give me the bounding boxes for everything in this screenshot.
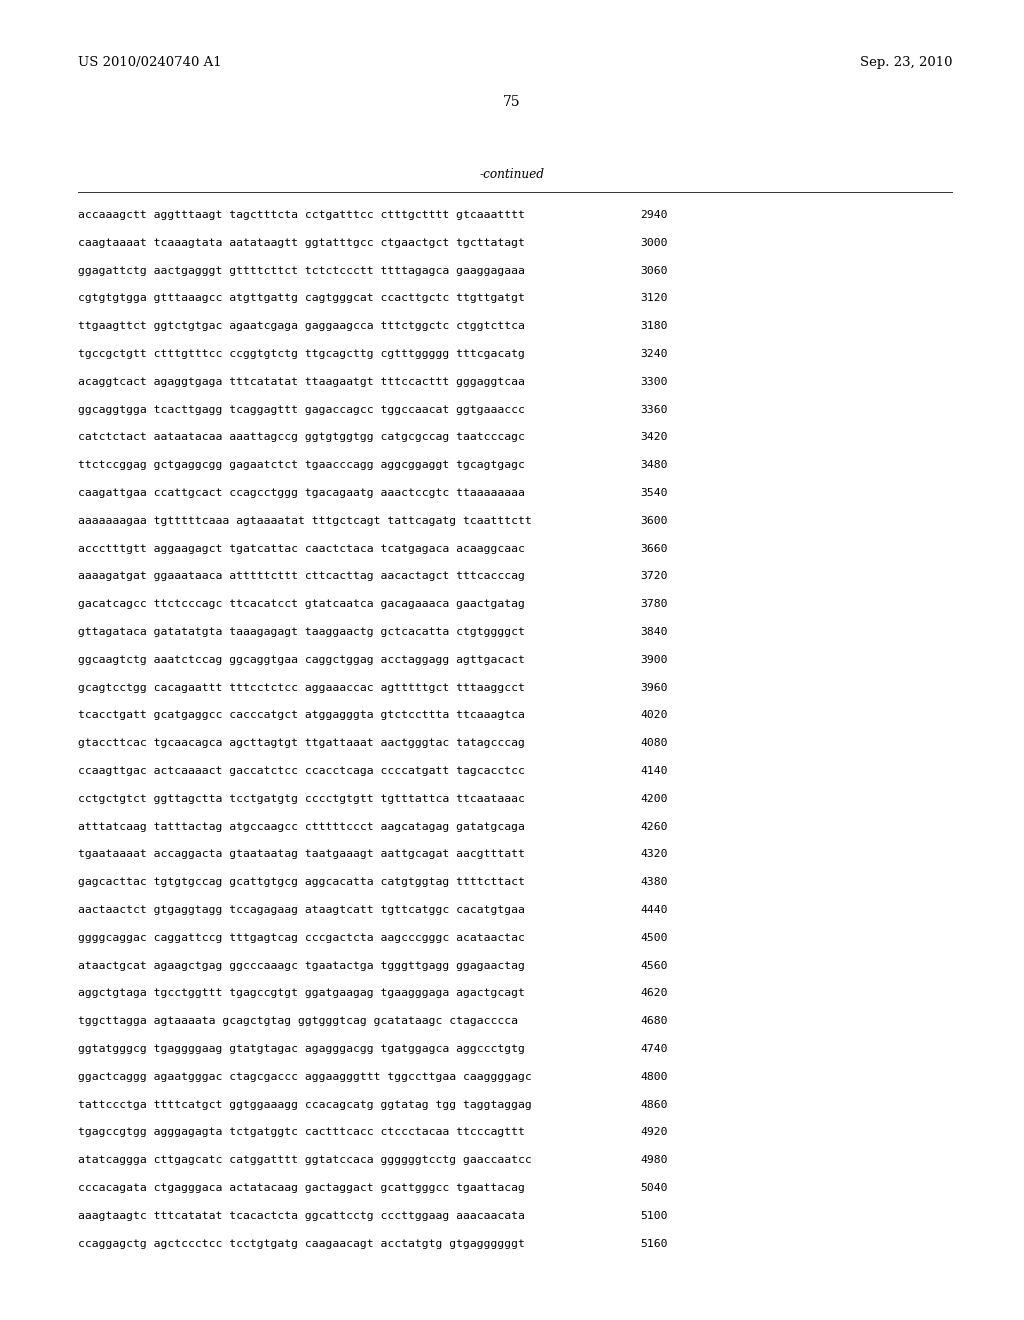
Text: aggctgtaga tgcctggttt tgagccgtgt ggatgaagag tgaagggaga agactgcagt: aggctgtaga tgcctggttt tgagccgtgt ggatgaa… [78, 989, 525, 998]
Text: cctgctgtct ggttagctta tcctgatgtg cccctgtgtt tgtttattca ttcaataaac: cctgctgtct ggttagctta tcctgatgtg cccctgt… [78, 793, 525, 804]
Text: gacatcagcc ttctcccagc ttcacatcct gtatcaatca gacagaaaca gaactgatag: gacatcagcc ttctcccagc ttcacatcct gtatcaa… [78, 599, 525, 610]
Text: aaagtaagtc tttcatatat tcacactcta ggcattcctg cccttggaag aaacaacata: aaagtaagtc tttcatatat tcacactcta ggcattc… [78, 1210, 525, 1221]
Text: 4500: 4500 [640, 933, 668, 942]
Text: 4440: 4440 [640, 906, 668, 915]
Text: ggagattctg aactgagggt gttttcttct tctctccctt ttttagagca gaaggagaaa: ggagattctg aactgagggt gttttcttct tctctcc… [78, 265, 525, 276]
Text: aaaaaaagaa tgtttttcaaa agtaaaatat tttgctcagt tattcagatg tcaatttctt: aaaaaaagaa tgtttttcaaa agtaaaatat tttgct… [78, 516, 531, 525]
Text: 75: 75 [503, 95, 521, 110]
Text: 4800: 4800 [640, 1072, 668, 1082]
Text: 3120: 3120 [640, 293, 668, 304]
Text: ggggcaggac caggattccg tttgagtcag cccgactcta aagcccgggc acataactac: ggggcaggac caggattccg tttgagtcag cccgact… [78, 933, 525, 942]
Text: tgaataaaat accaggacta gtaataatag taatgaaagt aattgcagat aacgtttatt: tgaataaaat accaggacta gtaataatag taatgaa… [78, 849, 525, 859]
Text: tgagccgtgg agggagagta tctgatggtc cactttcacc ctccctacaa ttcccagttt: tgagccgtgg agggagagta tctgatggtc cactttc… [78, 1127, 525, 1138]
Text: ggcaagtctg aaatctccag ggcaggtgaa caggctggag acctaggagg agttgacact: ggcaagtctg aaatctccag ggcaggtgaa caggctg… [78, 655, 525, 665]
Text: aactaactct gtgaggtagg tccagagaag ataagtcatt tgttcatggc cacatgtgaa: aactaactct gtgaggtagg tccagagaag ataagtc… [78, 906, 525, 915]
Text: 3240: 3240 [640, 348, 668, 359]
Text: ttgaagttct ggtctgtgac agaatcgaga gaggaagcca tttctggctc ctggtcttca: ttgaagttct ggtctgtgac agaatcgaga gaggaag… [78, 321, 525, 331]
Text: cccacagata ctgagggaca actatacaag gactaggact gcattgggcc tgaattacag: cccacagata ctgagggaca actatacaag gactagg… [78, 1183, 525, 1193]
Text: 3960: 3960 [640, 682, 668, 693]
Text: 4920: 4920 [640, 1127, 668, 1138]
Text: 4140: 4140 [640, 766, 668, 776]
Text: caagtaaaat tcaaagtata aatataagtt ggtatttgcc ctgaactgct tgcttatagt: caagtaaaat tcaaagtata aatataagtt ggtattt… [78, 238, 525, 248]
Text: atatcaggga cttgagcatc catggatttt ggtatccaca ggggggtcctg gaaccaatcc: atatcaggga cttgagcatc catggatttt ggtatcc… [78, 1155, 531, 1166]
Text: gagcacttac tgtgtgccag gcattgtgcg aggcacatta catgtggtag ttttcttact: gagcacttac tgtgtgccag gcattgtgcg aggcaca… [78, 878, 525, 887]
Text: 3180: 3180 [640, 321, 668, 331]
Text: tcacctgatt gcatgaggcc cacccatgct atggagggta gtctccttta ttcaaagtca: tcacctgatt gcatgaggcc cacccatgct atggagg… [78, 710, 525, 721]
Text: 4380: 4380 [640, 878, 668, 887]
Text: 4320: 4320 [640, 849, 668, 859]
Text: Sep. 23, 2010: Sep. 23, 2010 [859, 55, 952, 69]
Text: 4620: 4620 [640, 989, 668, 998]
Text: ggactcaggg agaatgggac ctagcgaccc aggaagggttt tggccttgaa caaggggagc: ggactcaggg agaatgggac ctagcgaccc aggaagg… [78, 1072, 531, 1082]
Text: 4680: 4680 [640, 1016, 668, 1026]
Text: gcagtcctgg cacagaattt tttcctctcc aggaaaccac agtttttgct tttaaggcct: gcagtcctgg cacagaattt tttcctctcc aggaaac… [78, 682, 525, 693]
Text: 5040: 5040 [640, 1183, 668, 1193]
Text: 3840: 3840 [640, 627, 668, 638]
Text: 3780: 3780 [640, 599, 668, 610]
Text: -continued: -continued [479, 168, 545, 181]
Text: 3660: 3660 [640, 544, 668, 553]
Text: caagattgaa ccattgcact ccagcctggg tgacagaatg aaactccgtc ttaaaaaaaa: caagattgaa ccattgcact ccagcctggg tgacaga… [78, 488, 525, 498]
Text: gttagataca gatatatgta taaagagagt taaggaactg gctcacatta ctgtggggct: gttagataca gatatatgta taaagagagt taaggaa… [78, 627, 525, 638]
Text: 3900: 3900 [640, 655, 668, 665]
Text: acaggtcact agaggtgaga tttcatatat ttaagaatgt tttccacttt gggaggtcaa: acaggtcact agaggtgaga tttcatatat ttaagaa… [78, 376, 525, 387]
Text: 2940: 2940 [640, 210, 668, 220]
Text: accaaagctt aggtttaagt tagctttcta cctgatttcc ctttgctttt gtcaaatttt: accaaagctt aggtttaagt tagctttcta cctgatt… [78, 210, 525, 220]
Text: 3420: 3420 [640, 433, 668, 442]
Text: ataactgcat agaagctgag ggcccaaagc tgaatactga tgggttgagg ggagaactag: ataactgcat agaagctgag ggcccaaagc tgaatac… [78, 961, 525, 970]
Text: tgccgctgtt ctttgtttcc ccggtgtctg ttgcagcttg cgtttggggg tttcgacatg: tgccgctgtt ctttgtttcc ccggtgtctg ttgcagc… [78, 348, 525, 359]
Text: ccaagttgac actcaaaact gaccatctcc ccacctcaga ccccatgatt tagcacctcc: ccaagttgac actcaaaact gaccatctcc ccacctc… [78, 766, 525, 776]
Text: US 2010/0240740 A1: US 2010/0240740 A1 [78, 55, 221, 69]
Text: tggcttagga agtaaaata gcagctgtag ggtgggtcag gcatataagc ctagacccca: tggcttagga agtaaaata gcagctgtag ggtgggtc… [78, 1016, 518, 1026]
Text: ccaggagctg agctccctcc tcctgtgatg caagaacagt acctatgtg gtgaggggggt: ccaggagctg agctccctcc tcctgtgatg caagaac… [78, 1238, 525, 1249]
Text: 3300: 3300 [640, 376, 668, 387]
Text: 3540: 3540 [640, 488, 668, 498]
Text: 4560: 4560 [640, 961, 668, 970]
Text: ttctccggag gctgaggcgg gagaatctct tgaacccagg aggcggaggt tgcagtgagc: ttctccggag gctgaggcgg gagaatctct tgaaccc… [78, 461, 525, 470]
Text: aaaagatgat ggaaataaca atttttcttt cttcacttag aacactagct tttcacccag: aaaagatgat ggaaataaca atttttcttt cttcact… [78, 572, 525, 581]
Text: 4740: 4740 [640, 1044, 668, 1053]
Text: catctctact aataatacaa aaattagccg ggtgtggtgg catgcgccag taatcccagc: catctctact aataatacaa aaattagccg ggtgtgg… [78, 433, 525, 442]
Text: 4260: 4260 [640, 821, 668, 832]
Text: ggcaggtgga tcacttgagg tcaggagttt gagaccagcc tggccaacat ggtgaaaccc: ggcaggtgga tcacttgagg tcaggagttt gagacca… [78, 405, 525, 414]
Text: cgtgtgtgga gtttaaagcc atgttgattg cagtgggcat ccacttgctc ttgttgatgt: cgtgtgtgga gtttaaagcc atgttgattg cagtggg… [78, 293, 525, 304]
Text: 4020: 4020 [640, 710, 668, 721]
Text: gtaccttcac tgcaacagca agcttagtgt ttgattaaat aactgggtac tatagcccag: gtaccttcac tgcaacagca agcttagtgt ttgatta… [78, 738, 525, 748]
Text: atttatcaag tatttactag atgccaagcc ctttttccct aagcatagag gatatgcaga: atttatcaag tatttactag atgccaagcc ctttttc… [78, 821, 525, 832]
Text: 3000: 3000 [640, 238, 668, 248]
Text: 3060: 3060 [640, 265, 668, 276]
Text: ggtatgggcg tgaggggaag gtatgtagac agagggacgg tgatggagca aggccctgtg: ggtatgggcg tgaggggaag gtatgtagac agaggga… [78, 1044, 525, 1053]
Text: 4980: 4980 [640, 1155, 668, 1166]
Text: 3480: 3480 [640, 461, 668, 470]
Text: 3600: 3600 [640, 516, 668, 525]
Text: 5160: 5160 [640, 1238, 668, 1249]
Text: accctttgtt aggaagagct tgatcattac caactctaca tcatgagaca acaaggcaac: accctttgtt aggaagagct tgatcattac caactct… [78, 544, 525, 553]
Text: tattccctga ttttcatgct ggtggaaagg ccacagcatg ggtatag tgg taggtaggag: tattccctga ttttcatgct ggtggaaagg ccacagc… [78, 1100, 531, 1110]
Text: 3360: 3360 [640, 405, 668, 414]
Text: 4200: 4200 [640, 793, 668, 804]
Text: 5100: 5100 [640, 1210, 668, 1221]
Text: 4080: 4080 [640, 738, 668, 748]
Text: 4860: 4860 [640, 1100, 668, 1110]
Text: 3720: 3720 [640, 572, 668, 581]
